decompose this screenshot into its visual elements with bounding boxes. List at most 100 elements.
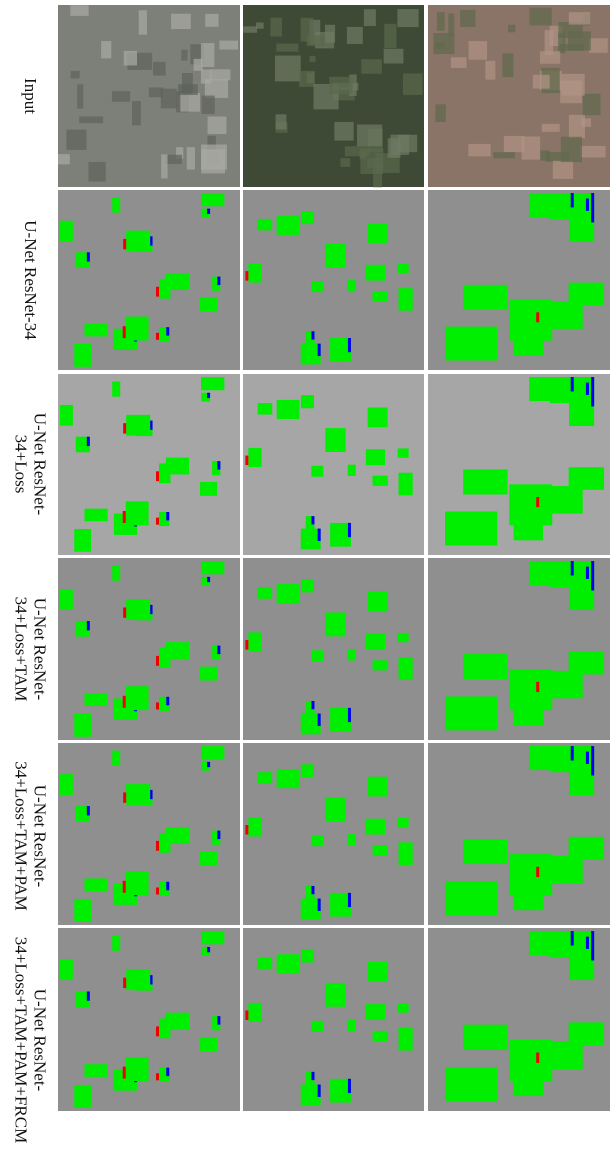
false-negative	[217, 1016, 220, 1024]
false-positive	[245, 456, 248, 466]
building	[398, 1003, 409, 1012]
segmentation-map	[58, 558, 240, 740]
image-texture	[530, 8, 552, 26]
row-label: U-Net ResNet-	[31, 598, 50, 701]
building	[330, 1079, 351, 1103]
false-negative	[318, 714, 321, 726]
image-texture	[299, 71, 315, 87]
building	[112, 751, 120, 766]
building	[514, 877, 543, 910]
building	[330, 893, 351, 917]
building	[60, 959, 73, 980]
image-texture	[101, 41, 111, 58]
image-texture	[568, 31, 591, 50]
building	[84, 509, 107, 522]
image-texture	[403, 73, 422, 94]
false-negative	[591, 931, 594, 960]
building	[74, 1085, 91, 1108]
building	[301, 395, 314, 408]
building	[301, 211, 314, 224]
false-positive	[156, 333, 159, 340]
building	[399, 842, 413, 865]
building	[330, 708, 351, 732]
segmentation-map	[428, 558, 610, 740]
image-texture	[208, 117, 227, 135]
segmentation-map	[243, 928, 424, 1111]
building	[373, 291, 388, 301]
building	[200, 297, 217, 311]
image-texture	[161, 154, 167, 178]
image-texture	[460, 10, 475, 27]
building	[60, 405, 73, 426]
false-positive	[156, 287, 159, 297]
building	[258, 219, 273, 231]
figure: InputU-Net ResNet-34U-Net ResNet-34+Loss…	[0, 0, 613, 1153]
image-texture	[243, 26, 257, 32]
image-texture	[270, 18, 281, 37]
false-positive	[123, 239, 126, 249]
image-texture	[310, 56, 316, 62]
image-texture	[437, 12, 445, 31]
false-positive	[245, 640, 248, 650]
false-negative	[591, 193, 594, 222]
false-negative	[217, 277, 220, 285]
image-texture	[88, 162, 105, 182]
segmentation-map	[58, 374, 240, 555]
false-negative	[87, 991, 90, 1000]
image-texture	[493, 152, 515, 158]
image-texture	[468, 144, 490, 156]
image-texture	[397, 9, 418, 27]
false-negative	[217, 646, 220, 654]
false-positive	[123, 607, 126, 617]
image-texture	[504, 136, 525, 152]
image-texture	[112, 91, 130, 102]
building	[248, 448, 261, 467]
building	[248, 263, 261, 282]
building	[514, 1063, 543, 1096]
false-negative	[348, 523, 351, 537]
false-negative	[591, 561, 594, 590]
building	[126, 317, 149, 341]
building	[126, 969, 150, 990]
image-texture	[560, 81, 582, 104]
false-positive	[123, 423, 126, 433]
building	[398, 264, 409, 273]
building	[325, 612, 345, 636]
building	[126, 1057, 149, 1081]
building	[74, 899, 91, 922]
building	[463, 285, 507, 310]
building	[200, 667, 217, 681]
false-positive	[156, 702, 159, 709]
building	[463, 654, 507, 679]
image-texture	[542, 124, 560, 132]
building	[258, 403, 273, 415]
false-negative	[166, 882, 169, 890]
row-label: 34+Loss	[12, 435, 31, 494]
segmentation-map	[243, 743, 424, 925]
false-positive	[156, 656, 159, 666]
row-label: 34+Loss+TAM+PAM+FRCM	[12, 937, 31, 1143]
image-texture	[448, 13, 454, 36]
building	[201, 193, 224, 206]
building	[277, 769, 300, 788]
image-texture	[202, 96, 215, 114]
building	[200, 482, 217, 496]
panel-grid	[58, 5, 610, 1111]
building	[445, 327, 497, 361]
building	[126, 686, 149, 710]
row-label: U-Net ResNet-	[31, 989, 50, 1092]
segmentation-map	[58, 743, 240, 925]
building	[301, 579, 314, 592]
false-negative	[571, 193, 574, 207]
building	[126, 871, 149, 895]
false-negative	[571, 931, 574, 945]
building	[258, 772, 273, 784]
building	[126, 231, 150, 252]
image-texture	[180, 93, 200, 112]
building	[539, 671, 582, 699]
building	[348, 1020, 356, 1031]
false-negative	[571, 746, 574, 760]
building	[514, 507, 543, 540]
false-negative	[348, 893, 351, 907]
building	[539, 1042, 582, 1070]
